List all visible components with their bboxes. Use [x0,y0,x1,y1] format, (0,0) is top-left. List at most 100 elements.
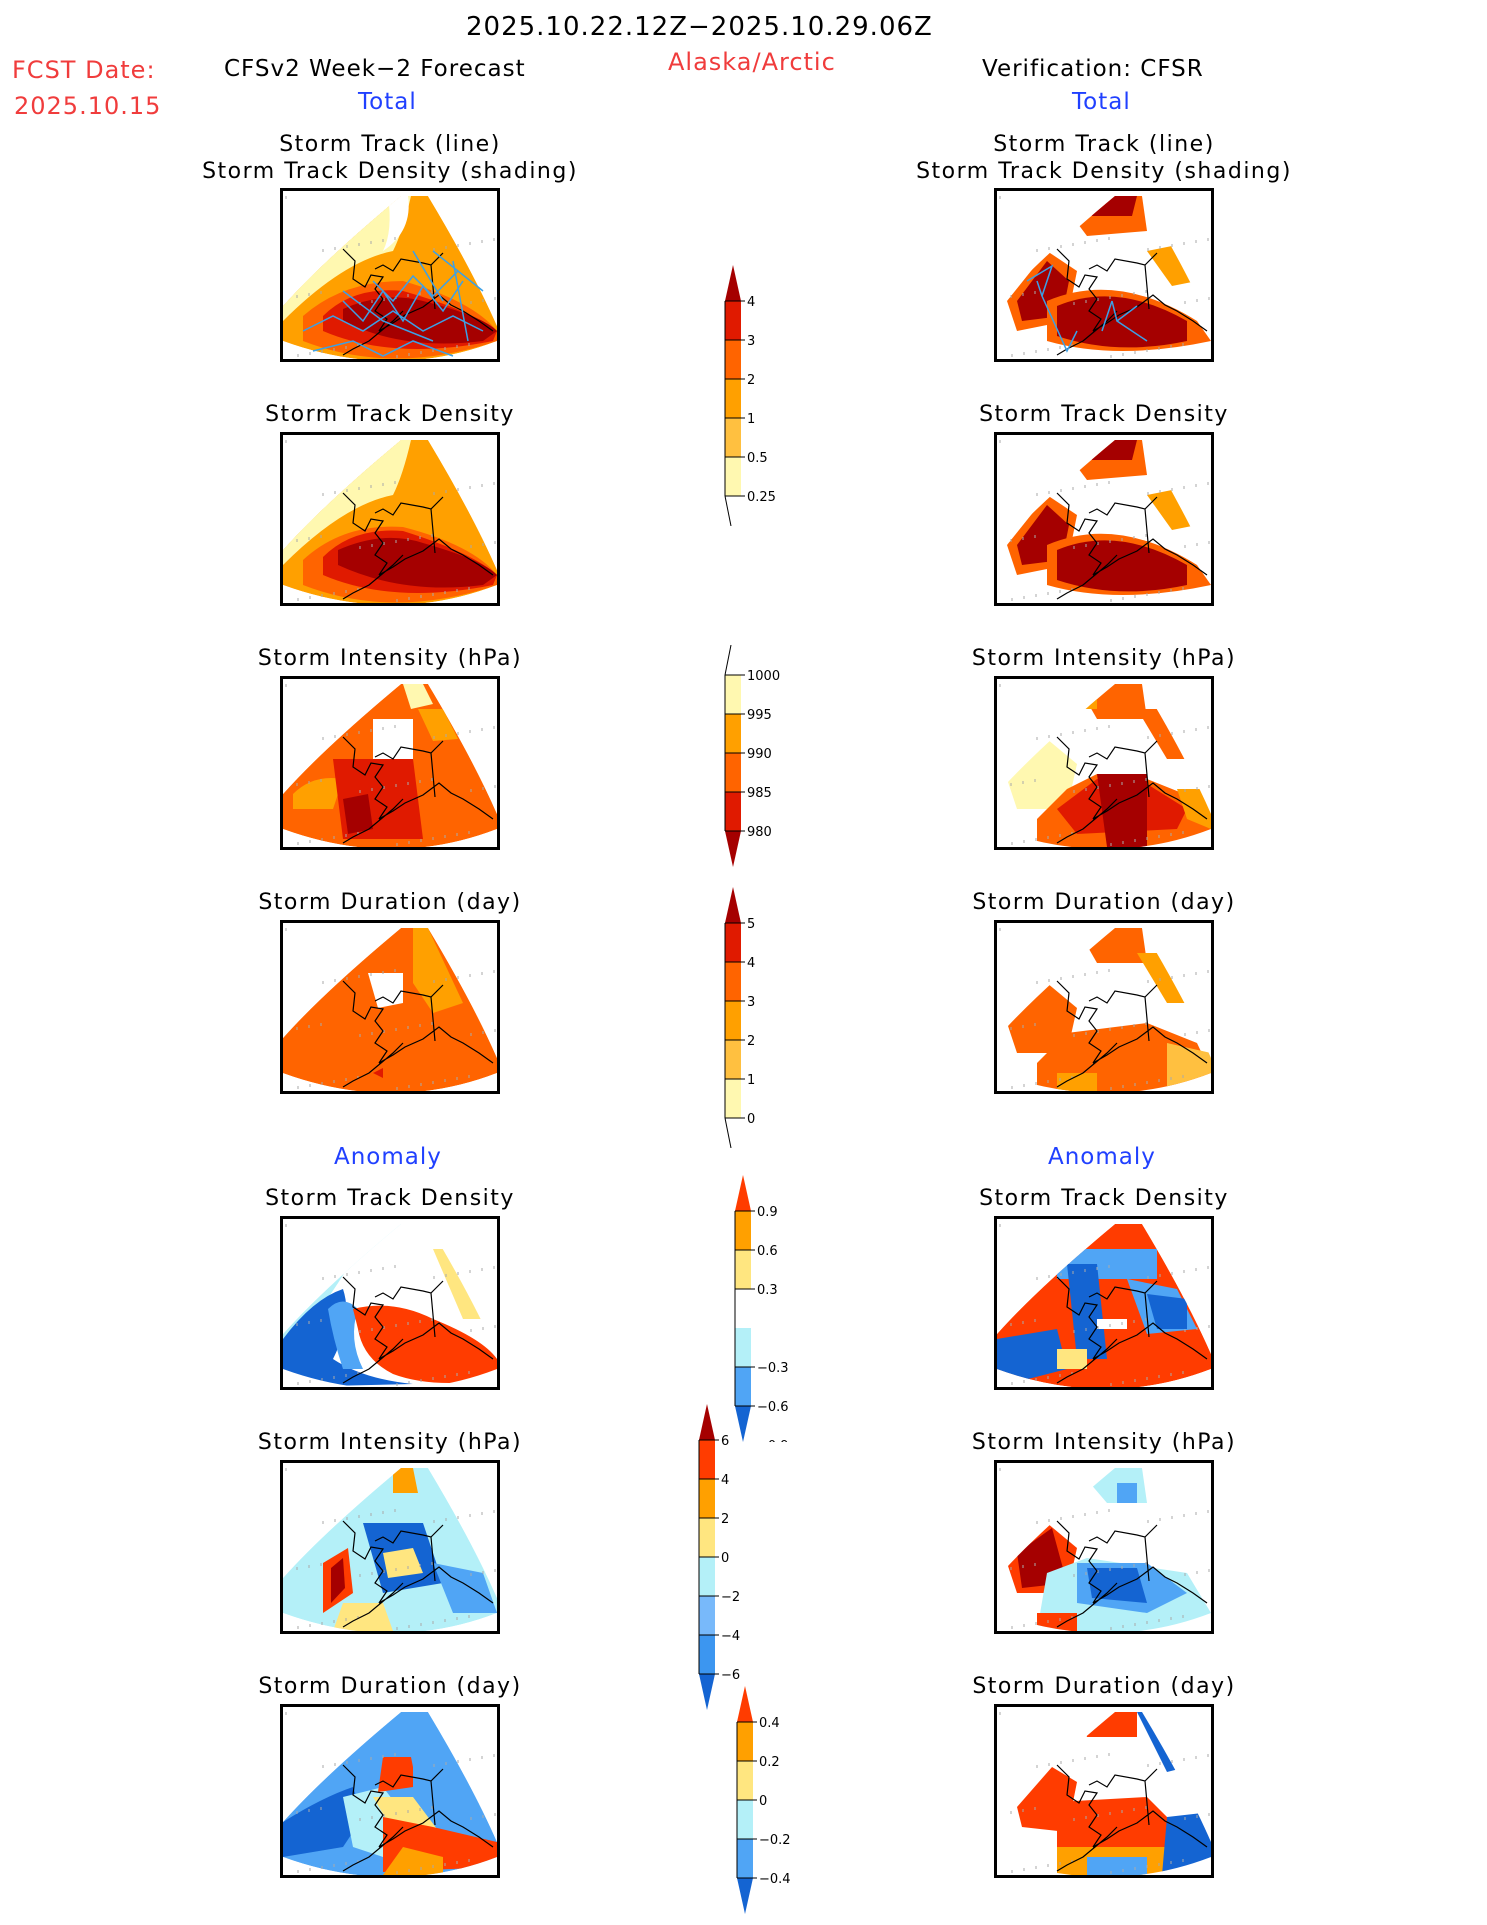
right-intensity-title: Storm Intensity (hPa) [971,646,1237,671]
fcst-date-label: FCST Date: [12,56,156,84]
colorbar-arrow-bottom [735,1406,751,1442]
colorbar-segment [725,675,741,714]
colorbar-label: −6 [721,1668,740,1683]
colorbar-label: 0.2 [759,1755,780,1770]
colorbar-segment [699,1440,715,1479]
shading-region [383,1548,423,1578]
colorbar-label: 0 [747,1112,755,1127]
map-shading [997,196,1211,359]
map-shading [997,928,1211,1091]
shading-region [1137,709,1187,759]
shading-region [1162,1812,1211,1875]
colorbar-label: 1 [747,1073,755,1088]
colorbar-tail [724,645,732,676]
left-anom-duration-panel [280,1704,500,1878]
colorbar-label: 1000 [747,669,780,684]
shading-region [293,778,343,809]
colorbar-label: 5 [747,917,755,932]
colorbar-segment [725,1040,741,1079]
colorbar-segment [735,1211,751,1250]
map-shading [283,1224,497,1387]
forecast-title: CFSv2 Week−2 Forecast [224,56,526,82]
colorbar-arrow-top [725,887,741,923]
right-anom-intensity-panel [994,1460,1214,1634]
shading-region [343,794,373,834]
map-shading [283,928,497,1091]
coastline [1056,980,1208,1088]
colorbar-segment [725,301,741,340]
colorbar-label: 3 [747,995,755,1010]
colorbar-segment [725,1079,741,1118]
colorbar-segment [735,1367,751,1406]
colorbar-label: 980 [747,825,772,840]
shading-region [331,1558,345,1603]
colorbar-duration-anom: 0.4 0.2 0 −0.2 −0.4 [736,1686,791,1914]
colorbar-segment [699,1557,715,1596]
shading-region [368,973,403,1008]
right-total-label: Total [1072,89,1131,115]
colorbar-segment [725,962,741,1001]
shading-region [1137,953,1187,1003]
right-track-line-title: Storm Track (line) [993,132,1215,157]
map-shading [997,440,1211,603]
colorbar-segment [735,1289,751,1328]
colorbar-label: −4 [721,1629,740,1644]
colorbar-arrow-top [735,1175,751,1211]
colorbar-label: 0.6 [757,1244,778,1259]
colorbar-label: −0.2 [759,1833,791,1848]
verification-title: Verification: CFSR [982,56,1204,82]
map-shading [283,440,497,603]
shading-region [283,440,411,565]
coastline [342,1276,494,1384]
shading-region [393,1468,418,1493]
shading-region [1147,490,1197,530]
colorbar-segment [737,1722,753,1761]
colorbar-label: 985 [747,786,772,801]
coastline [1056,1520,1208,1628]
right-duration-title: Storm Duration (day) [972,890,1236,915]
left-density-title: Storm Track Density [265,402,515,427]
colorbar-label: 2 [747,1034,755,1049]
colorbar-label: 1 [747,412,755,427]
right-duration-panel [994,920,1214,1094]
left-duration-panel [280,920,500,1094]
shading-region [283,1053,363,1091]
colorbar-density-anom: 0.9 0.6 0.3 −0.3 −0.6 −0.9 [734,1175,789,1442]
colorbar-arrow-top [725,265,741,301]
shading-region [283,1289,413,1387]
right-anomaly-label: Anomaly [1048,1144,1156,1170]
colorbar-segment [735,1250,751,1289]
shading-region [328,1301,363,1369]
colorbar-arrow-bottom [725,831,741,867]
colorbar-label: 995 [747,708,772,723]
right-density-title: Storm Track Density [979,402,1229,427]
colorbar-label: 0 [721,1551,729,1566]
map-shading [283,196,497,359]
colorbar-label: −0.4 [759,1872,791,1887]
right-anom-density-title: Storm Track Density [979,1186,1229,1211]
colorbar-tail [724,1117,732,1148]
shading-region [413,928,463,1013]
colorbar-segment [725,714,741,753]
right-intensity-panel [994,676,1214,850]
right-anom-intensity-title: Storm Intensity (hPa) [971,1430,1237,1455]
map-shading [997,1224,1211,1387]
shading-region [1007,983,1077,1053]
colorbar-segment [737,1761,753,1800]
colorbar-segment [737,1839,753,1878]
coastline [1056,1276,1208,1384]
right-anom-density-panel [994,1216,1214,1390]
shading-region [333,1603,393,1631]
colorbar-segment [735,1328,751,1367]
colorbar-label: 0.3 [757,1283,778,1298]
map-shading [283,684,497,847]
shading-region [283,196,411,321]
coastline [342,980,494,1088]
shading-region [383,196,409,251]
left-intensity-panel [280,676,500,850]
storm-track-lines [1026,264,1148,353]
colorbar-segment [725,418,741,457]
shading-region [378,1757,413,1792]
colorbar-label: 990 [747,747,772,762]
coastline [342,1520,494,1628]
